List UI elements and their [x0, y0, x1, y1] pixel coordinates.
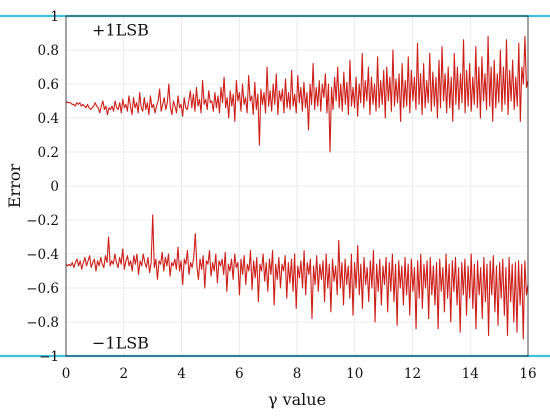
y-tick-label: 1: [50, 9, 59, 25]
y-tick-label: −0.6: [26, 281, 59, 297]
x-tick-label: 4: [177, 366, 186, 382]
x-tick-label: 0: [62, 366, 71, 382]
y-tick-label: 0.2: [38, 145, 59, 161]
y-axis-label: Error: [5, 164, 24, 209]
annotation-plus-1lsb: +1LSB: [92, 21, 149, 40]
x-axis-label: γ value: [268, 390, 326, 409]
y-tick-label: 0.6: [38, 77, 59, 93]
y-tick-label: −0.8: [26, 315, 59, 331]
y-tick-label: −1: [39, 349, 59, 365]
series-line-1: [65, 214, 529, 340]
series-line-0: [65, 35, 529, 153]
x-tick-label: 10: [346, 366, 363, 382]
x-tick-label: 6: [235, 366, 244, 382]
series-group: [65, 35, 529, 340]
plot-frame: [65, 15, 529, 357]
x-tick-label: 12: [404, 366, 421, 382]
y-tick-label: −0.4: [26, 247, 59, 263]
y-tick-labels: −1 −0.8 −0.6 −0.4 −0.2 0 0.2 0.4 0.6 0.8 1: [26, 9, 59, 365]
x-tick-label: 14: [462, 366, 479, 382]
y-tick-label: 0: [50, 179, 59, 195]
annotation-minus-1lsb: −1LSB: [92, 333, 149, 352]
x-tick-label: 2: [119, 366, 128, 382]
x-tick-label: 8: [293, 366, 302, 382]
y-tick-label: −0.2: [26, 213, 59, 229]
y-tick-label: 0.4: [38, 111, 59, 127]
x-tick-labels: 0 2 4 6 8 10 12 14 16: [62, 366, 537, 382]
x-tick-label: 16: [519, 366, 536, 382]
y-tick-label: 0.8: [38, 43, 59, 59]
